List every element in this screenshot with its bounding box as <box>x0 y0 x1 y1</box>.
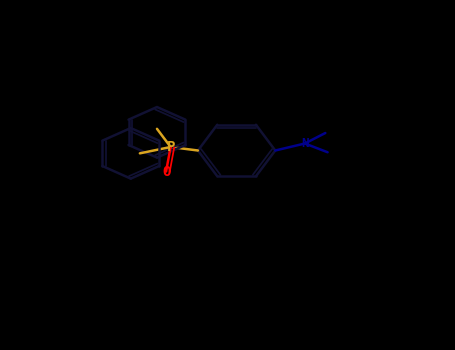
Text: O: O <box>162 164 170 178</box>
Text: N: N <box>301 137 308 150</box>
Text: P: P <box>167 140 175 154</box>
